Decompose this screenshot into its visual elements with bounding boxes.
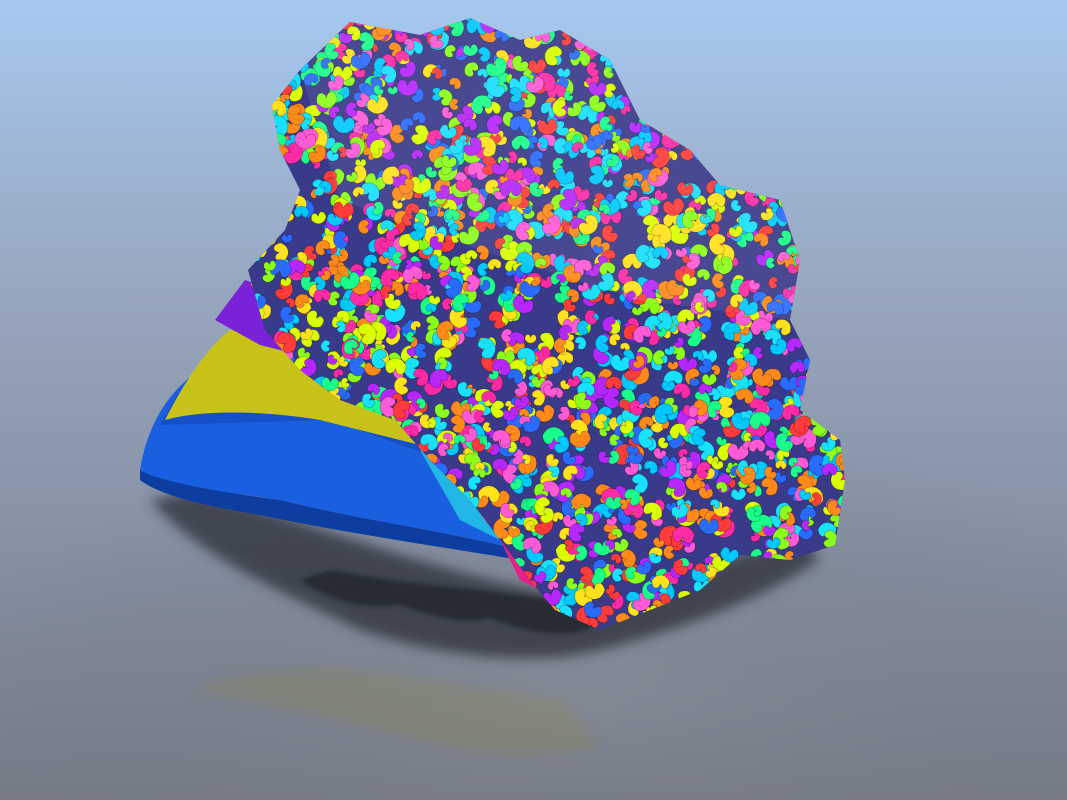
petal-mark [479, 279, 491, 292]
petal-mark [652, 349, 665, 366]
petal-mark [281, 234, 293, 243]
petal-mark [760, 207, 774, 221]
petal-mark [603, 522, 620, 541]
petal-mark [653, 447, 667, 460]
petal-mark [609, 333, 621, 346]
petal-mark [529, 150, 544, 169]
petal-mark [467, 475, 482, 491]
petal-mark [384, 208, 397, 219]
petal-mark [363, 254, 378, 268]
petal-mark [306, 310, 325, 328]
petal-mark [489, 443, 500, 456]
petal-mark [535, 404, 555, 423]
petal-mark [524, 334, 537, 344]
floor-reflection [190, 668, 600, 755]
petal-mark [617, 268, 633, 286]
petal-mark [499, 240, 521, 261]
petal-mark [603, 292, 616, 305]
petal-mark [434, 403, 450, 419]
petal-mark [643, 460, 658, 475]
petal-mark [610, 142, 620, 154]
petal-mark [696, 268, 711, 281]
petal-mark [420, 270, 432, 280]
petal-mark [531, 389, 546, 406]
petal-mark [476, 244, 490, 261]
petal-mark [774, 471, 787, 484]
petal-mark [404, 202, 420, 216]
petal-mark [663, 545, 675, 560]
petal-mark [765, 257, 775, 269]
petal-mark [609, 433, 620, 446]
petal-mark [438, 88, 453, 106]
petal-mark [563, 538, 574, 552]
petal-mark [750, 531, 761, 542]
petal-mark [698, 486, 714, 500]
petal-mark [402, 212, 414, 227]
petal-mark [657, 437, 669, 449]
petal-mark [785, 337, 803, 353]
petal-mark [412, 111, 427, 124]
object-shadow [150, 490, 820, 659]
petal-mark [673, 383, 691, 399]
petal-mark [711, 364, 721, 376]
petal-mark [606, 516, 618, 526]
petal-mark [425, 166, 438, 178]
petal-mark [692, 350, 704, 361]
petal-mark [779, 376, 799, 391]
petal-mark [730, 488, 747, 501]
petal-mark [340, 377, 350, 389]
petal-mark [774, 319, 792, 336]
petal-mark [367, 383, 381, 395]
shadow-detail [300, 570, 600, 634]
petal-mark [320, 339, 331, 353]
petal-mark [768, 276, 778, 289]
petal-mark [733, 346, 744, 361]
petal-mark [477, 68, 489, 78]
